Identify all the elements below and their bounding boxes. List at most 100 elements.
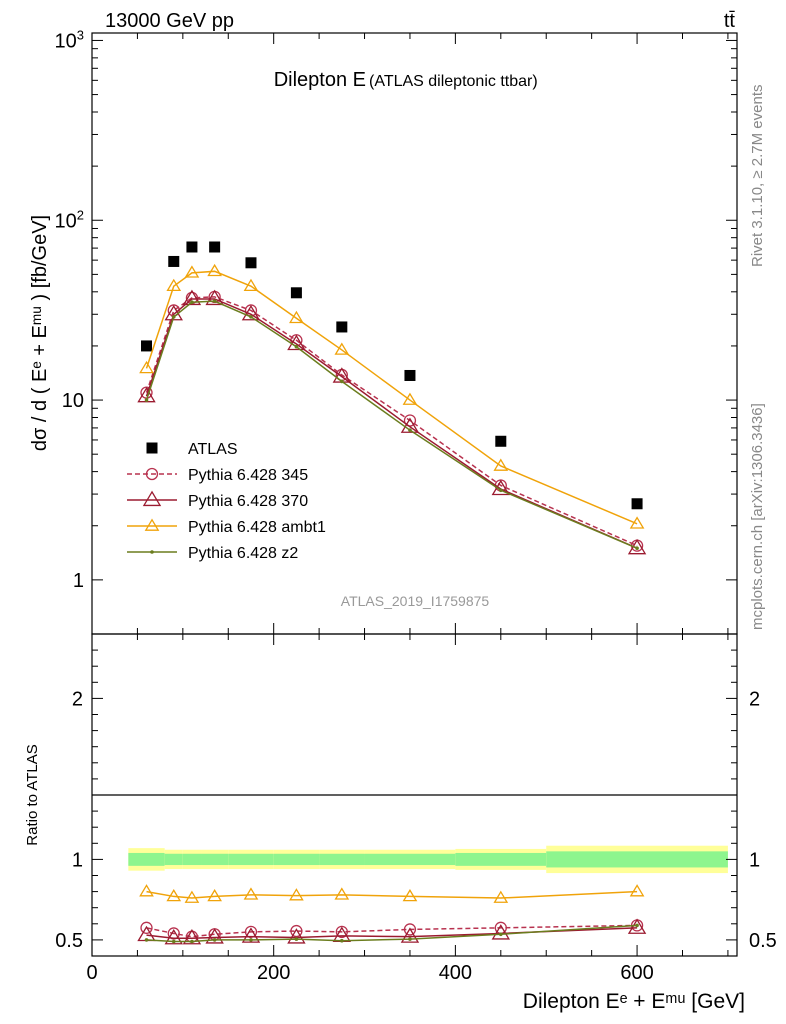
series-pythia-6-428-ambt1 [139, 263, 645, 529]
main-y-tick-label: 1 [73, 570, 84, 592]
ratio-data-point [289, 888, 304, 901]
x-tick-label: 600 [620, 962, 653, 984]
series-pythia-6-428-z2 [144, 299, 639, 551]
ratio-data-point [144, 938, 149, 942]
ratio-data-point [249, 938, 253, 942]
ratio-y-tick-label: 1 [72, 849, 83, 871]
ratio-data-point [182, 928, 202, 945]
data-point [400, 417, 420, 433]
main-frame [91, 32, 738, 635]
data-point [635, 546, 639, 551]
data-point [249, 315, 253, 319]
data-point [171, 315, 176, 319]
stat-uncertainty-band [319, 853, 365, 866]
ratio-data-point [139, 884, 154, 897]
data-point [499, 488, 503, 493]
ratio-y-tick-label: 2 [72, 688, 83, 710]
data-point [294, 344, 299, 349]
main-y-axis-label: dσ / d ( Eᵉ + Eᵐᵘ ) [fb/GeV] [29, 215, 51, 451]
data-point [168, 255, 180, 267]
ratio-uncertainty-bands [128, 845, 728, 874]
main-y-tick-label: 102 [55, 207, 84, 232]
legend-entry: Pythia 6.428 345 [127, 467, 308, 484]
data-point [340, 379, 344, 384]
ratio-data-point [334, 887, 350, 900]
ratio-y-tick-label-right: 0.5 [749, 930, 777, 952]
stat-uncertainty-band [128, 852, 165, 866]
ratio-data-point [493, 890, 509, 903]
data-point [334, 342, 350, 355]
stat-uncertainty-band [455, 852, 547, 866]
legend-label: ATLAS [188, 441, 238, 458]
legend-marker [144, 518, 160, 531]
mcplots-label: mcplots.cern.ch [arXiv:1306.3436] [749, 403, 766, 630]
main-subtitle: (ATLAS dileptonic ttbar) [369, 73, 538, 90]
ratio-series-line [146, 924, 638, 943]
ratio-data-point [629, 884, 645, 897]
legend-marker [150, 550, 154, 554]
data-point [141, 340, 153, 352]
data-point [209, 241, 221, 253]
ratio-data-point [243, 887, 259, 900]
ratio-panel: 0.5 0.5 1 1 2 2 0 200 400 600 Ratio to ATLAS Dile… [24, 633, 777, 1013]
data-point [184, 265, 200, 278]
data-point [186, 241, 198, 253]
legend-entry: ATLAS [146, 441, 238, 458]
data-point [629, 516, 645, 529]
ratio-y-tick-label-right: 1 [749, 849, 760, 871]
ratio-data-point [184, 890, 200, 903]
ratio-series-pythia-6-428-z2 [144, 923, 639, 944]
main-title: Dilepton E [274, 69, 366, 91]
data-point [404, 369, 416, 381]
data-point [182, 289, 202, 306]
rivet-label: Rivet 3.1.10, ≥ 2.7M events [749, 85, 766, 268]
ratio-series-pythia-6-428-ambt1 [139, 884, 645, 903]
legend-entry: Pythia 6.428 z2 [127, 545, 298, 562]
legend: ATLAS Pythia 6.428 345 Pythia 6.428 370 Pyt… [127, 441, 326, 562]
ratio-data-point [627, 918, 647, 934]
ratio-data-point [340, 938, 344, 943]
main-series-layer [137, 241, 647, 555]
ratio-data-point [290, 924, 303, 938]
stat-uncertainty-band [228, 853, 274, 866]
legend-marker [142, 490, 162, 507]
series-line [145, 296, 638, 547]
ratio-series-line [146, 890, 638, 899]
legend-label: Pythia 6.428 z2 [188, 545, 298, 562]
data-point [212, 299, 217, 303]
ratio-y-axis-label: Ratio to ATLAS [24, 744, 41, 845]
data-point [139, 360, 154, 374]
ratio-data-point [190, 939, 194, 944]
ratio-data-point [635, 923, 639, 928]
stat-uncertainty-band [273, 853, 320, 866]
ratio-data-point [400, 927, 420, 943]
ratio-series-line [146, 924, 638, 938]
series-pythia-6-428-370 [137, 289, 647, 555]
ratio-y-tick-label-right: 2 [749, 688, 760, 710]
ratio-data-point [294, 937, 299, 941]
data-point [336, 321, 348, 333]
series-line [145, 298, 638, 549]
ratio-y-tick-label: 0.5 [55, 930, 83, 952]
ratio-data-point [205, 928, 224, 944]
x-tick-label: 200 [257, 962, 290, 984]
ratio-series-line [146, 927, 638, 940]
data-point [243, 278, 259, 292]
ratio-series-layer [137, 884, 647, 945]
x-tick-label: 0 [86, 962, 97, 984]
ratio-data-point [499, 932, 503, 937]
data-point [166, 278, 182, 292]
legend-entry: Pythia 6.428 ambt1 [127, 518, 326, 536]
series-atlas [141, 241, 643, 510]
main-watermark: ATLAS_2019_I1759875 [341, 593, 490, 609]
legend-label: Pythia 6.428 370 [188, 493, 308, 510]
data-point [495, 435, 507, 447]
data-point [190, 300, 194, 305]
data-point [289, 310, 304, 324]
legend-marker [145, 467, 159, 481]
series-line [145, 270, 638, 525]
main-y-tick-label: 10 [62, 390, 84, 412]
stat-uncertainty-band [364, 853, 456, 866]
process-label: tt̄ [724, 10, 736, 32]
